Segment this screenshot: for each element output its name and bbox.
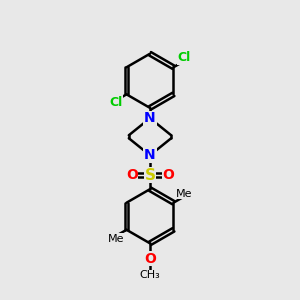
Text: O: O [162,168,174,182]
Text: N: N [144,148,156,162]
Text: N: N [144,111,156,125]
Text: S: S [145,167,155,182]
Text: Me: Me [176,189,193,199]
Text: Cl: Cl [177,51,190,64]
Text: Me: Me [107,234,124,244]
Text: CH₃: CH₃ [140,270,160,280]
Text: O: O [126,168,138,182]
Text: O: O [144,252,156,266]
Text: Cl: Cl [110,96,123,109]
